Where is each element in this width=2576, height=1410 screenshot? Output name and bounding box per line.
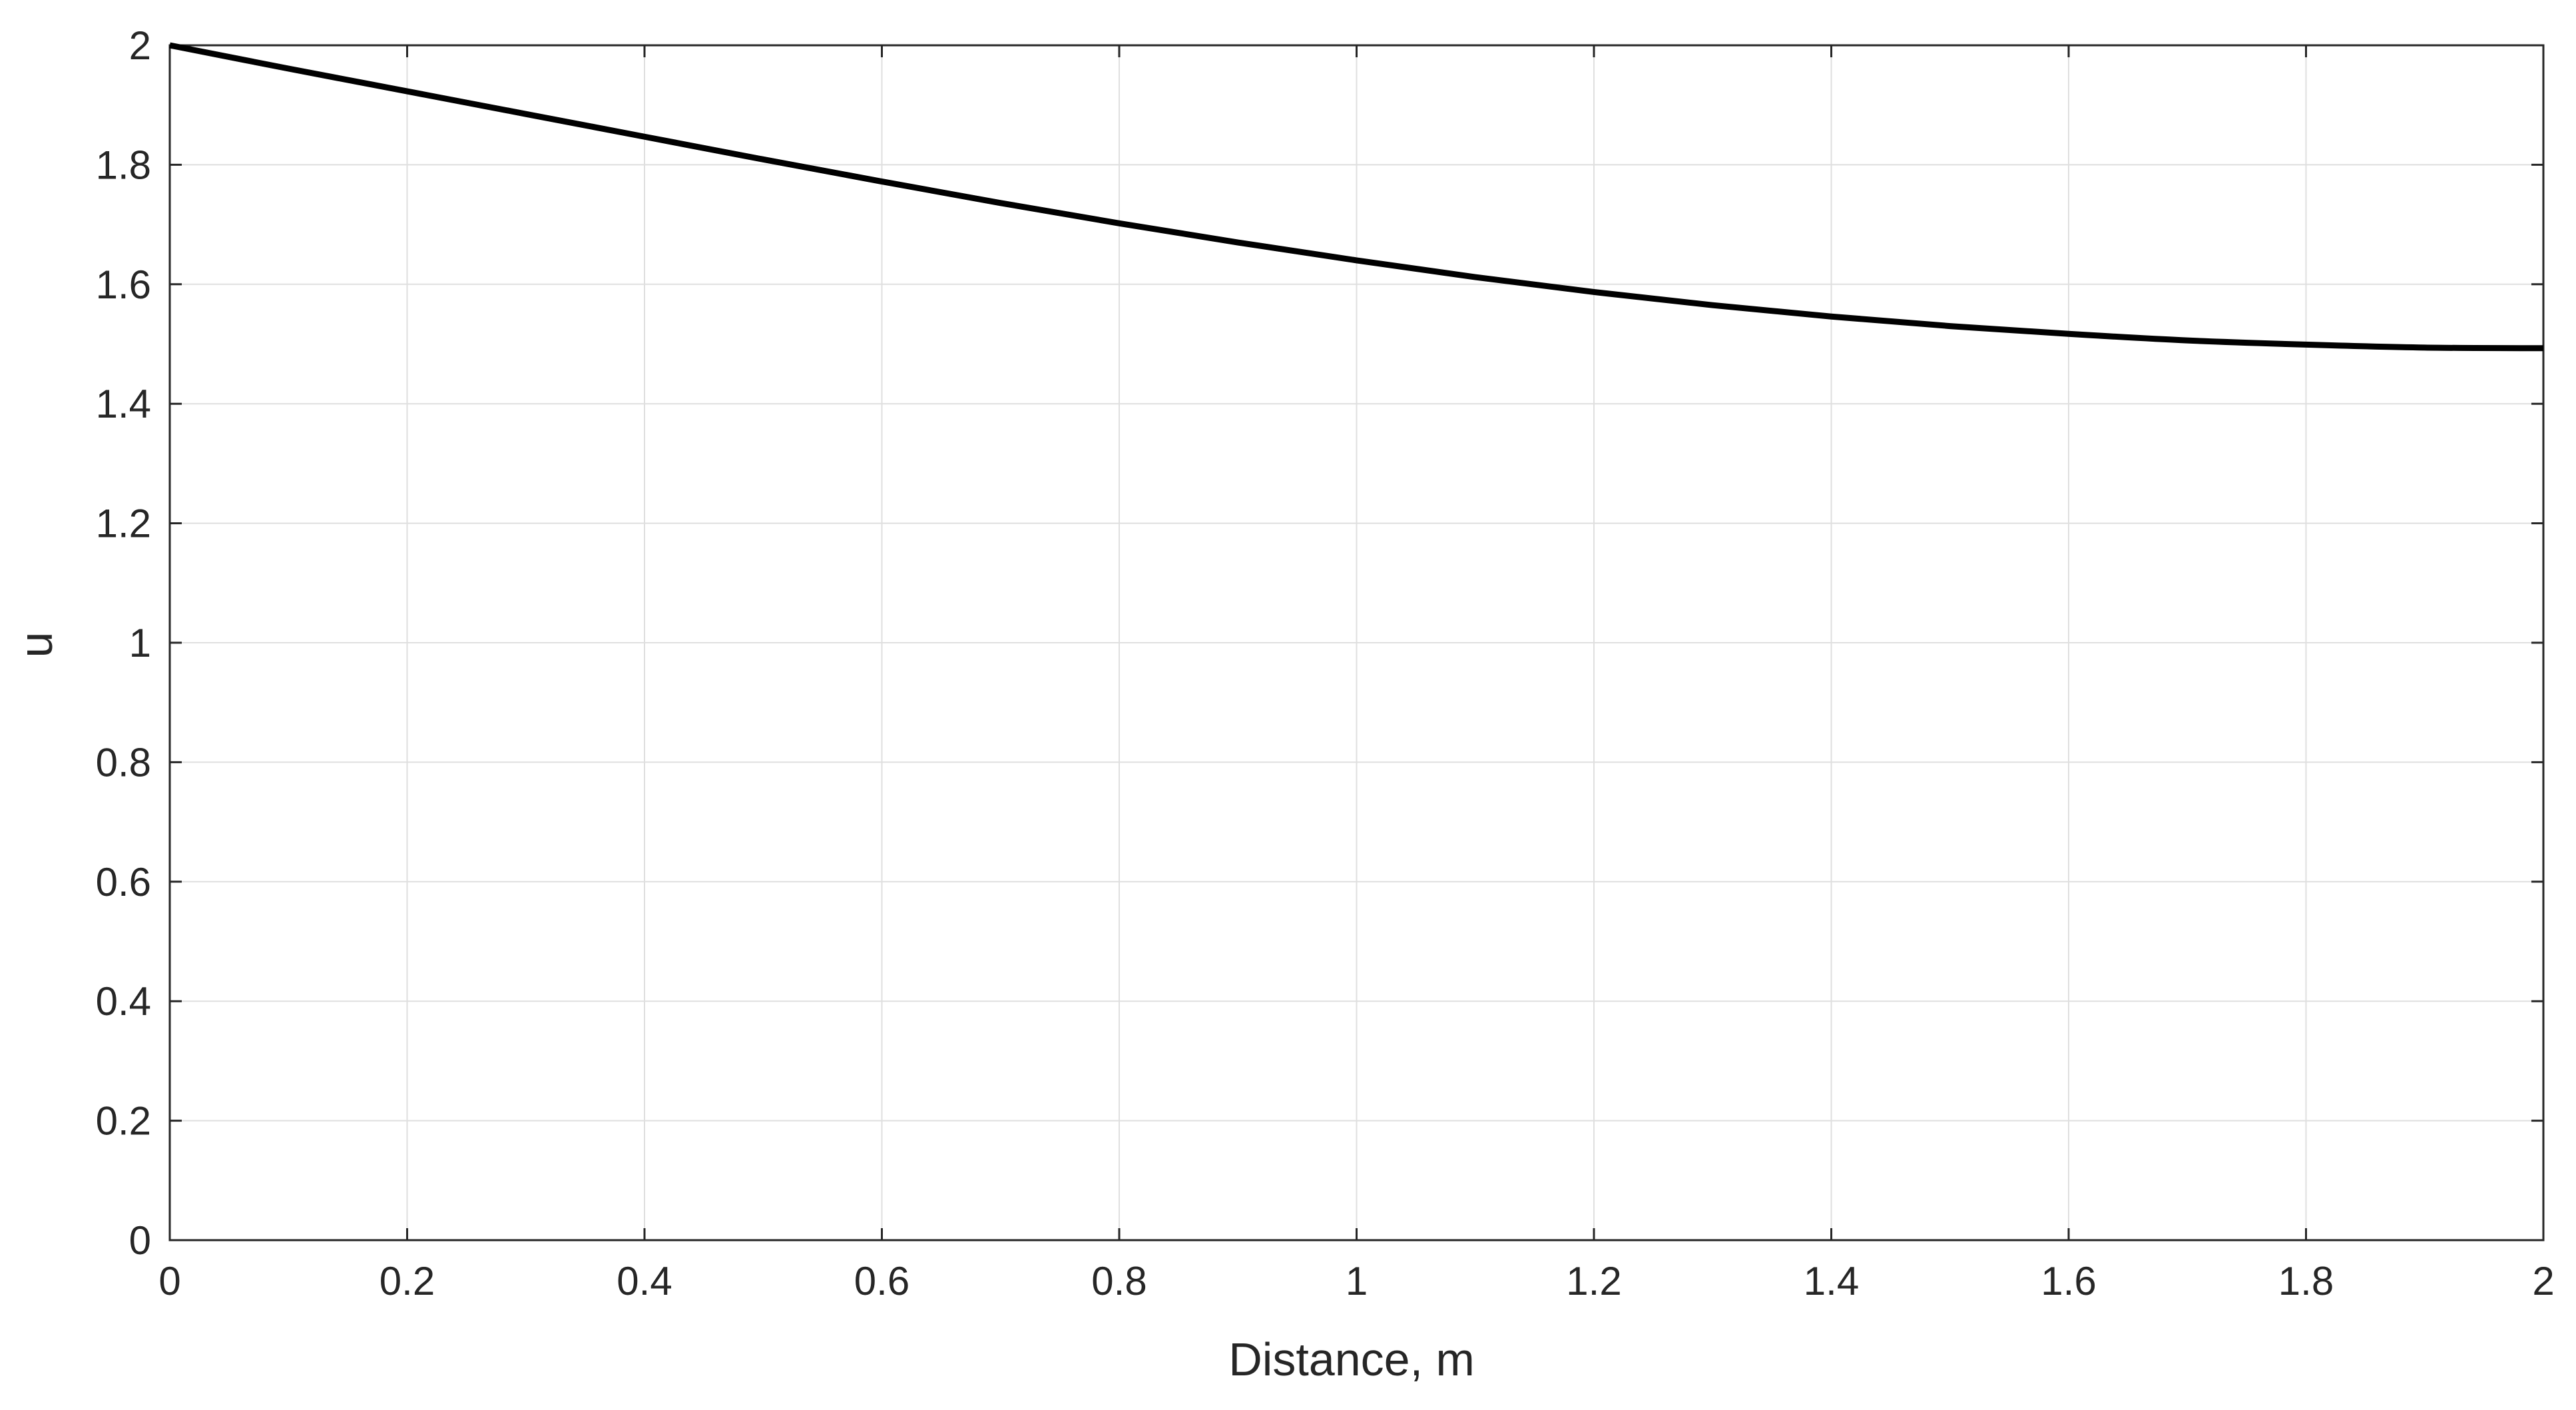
- x-axis-label: Distance, m: [1228, 1333, 1475, 1385]
- y-tick-label: 1.4: [96, 382, 151, 426]
- y-tick-label: 1.8: [96, 143, 151, 187]
- y-tick-label: 0.4: [96, 979, 151, 1024]
- y-tick-label: 1: [129, 621, 151, 665]
- x-tick-label: 1.6: [2041, 1259, 2096, 1303]
- tick-labels: 0 0.2 0.4 0.6 0.8 1 1.2 1.4 1.6 1.8 2 0 0.2 0.4 0.6 0.8…: [96, 23, 2555, 1303]
- y-tick-label: 0.6: [96, 860, 151, 904]
- y-tick-label: 1.2: [96, 502, 151, 546]
- x-tick-label: 1.4: [1804, 1259, 1859, 1303]
- x-tick-label: 0.2: [380, 1259, 435, 1303]
- y-axis-label: u: [10, 632, 62, 658]
- y-tick-label: 1.6: [96, 262, 151, 307]
- y-tick-label: 0.2: [96, 1099, 151, 1144]
- y-tick-label: 2: [129, 23, 151, 68]
- x-tick-label: 2: [2532, 1259, 2554, 1303]
- y-tick-label: 0.8: [96, 740, 151, 785]
- x-tick-label: 0: [158, 1259, 180, 1303]
- x-tick-label: 0.4: [617, 1259, 672, 1303]
- series-layer: [169, 42, 2544, 352]
- series-line: [169, 42, 2544, 352]
- x-tick-label: 1.2: [1566, 1259, 1621, 1303]
- y-tick-label: 0: [129, 1218, 151, 1263]
- x-tick-label: 0.6: [854, 1259, 909, 1303]
- x-tick-label: 1: [1346, 1259, 1368, 1303]
- x-tick-label: 1.8: [2278, 1259, 2334, 1303]
- x-tick-label: 0.8: [1091, 1259, 1147, 1303]
